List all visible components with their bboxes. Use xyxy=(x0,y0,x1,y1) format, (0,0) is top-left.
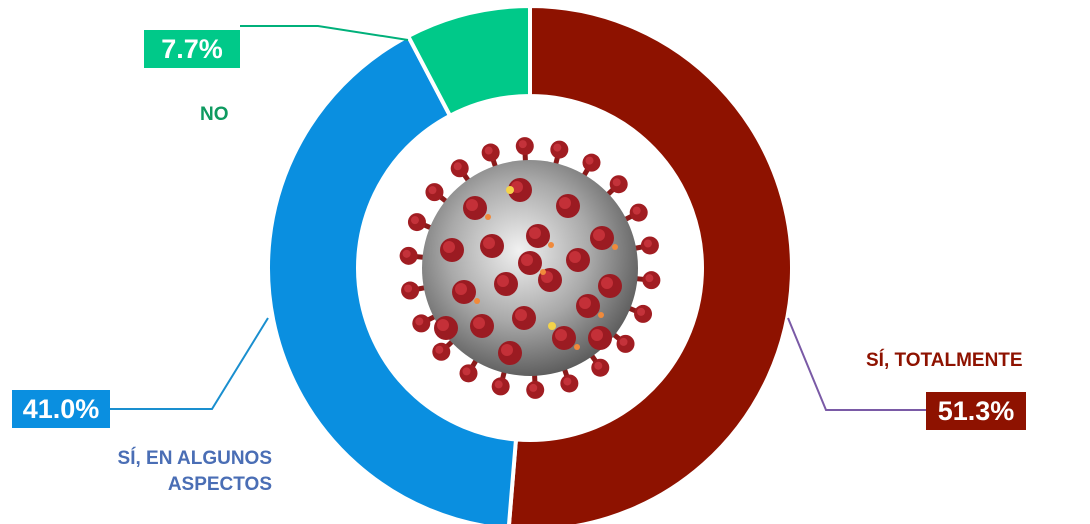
value-label-si-en-algunos-aspectos: 41.0% xyxy=(12,390,110,428)
category-label-no: NO xyxy=(200,104,229,125)
value-label-si-totalmente: 51.3% xyxy=(926,392,1026,430)
leader-line-no xyxy=(240,25,409,41)
slice-si-totalmente xyxy=(507,3,794,524)
leader-line-si-en-algunos-aspectos xyxy=(110,317,269,410)
slice-si-en-algunos-aspectos xyxy=(266,33,519,524)
slice-no xyxy=(405,3,532,119)
coronavirus-image xyxy=(362,100,698,436)
category-label-si-totalmente: SÍ, TOTALMENTE xyxy=(866,350,1023,371)
category-label-si-en-algunos-aspectos: SÍ, EN ALGUNOS ASPECTOS xyxy=(117,448,272,495)
leader-line-si-totalmente xyxy=(787,317,926,411)
value-label-no: 7.7% xyxy=(144,30,240,68)
